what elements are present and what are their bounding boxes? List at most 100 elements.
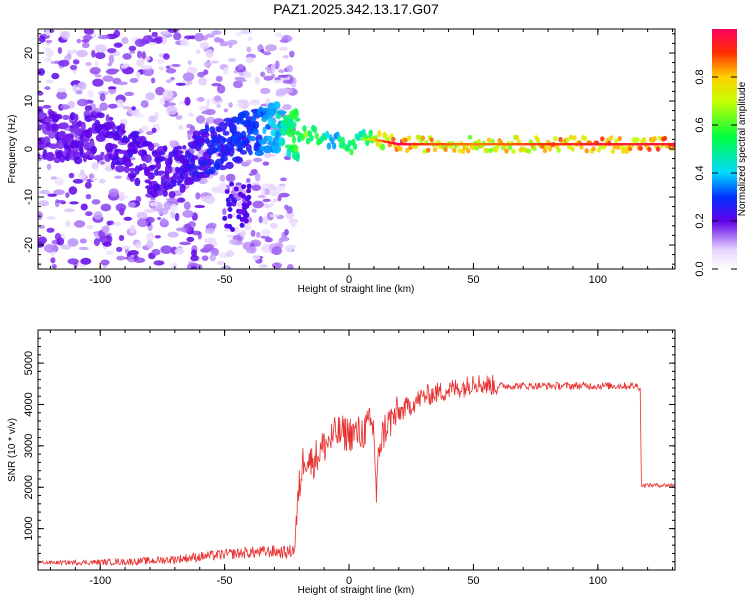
spectrogram-noise-blob (154, 111, 159, 121)
spectrogram-noise-blob (240, 29, 253, 35)
spectrogram-noise-blob (43, 47, 50, 51)
spectrogram-ridge-cell (527, 148, 532, 154)
spectrogram-noise-blob (113, 221, 122, 227)
spectrogram-ridge-cell (514, 134, 520, 140)
spectrogram-noise-blob (91, 199, 101, 205)
spectrogram-noise-blob (108, 188, 120, 197)
spectrogram-noise-blob (216, 260, 225, 266)
spectrogram-noise-blob (260, 71, 266, 78)
spectrogram-noise-blob (122, 53, 132, 60)
spectrogram-ridge-cell (200, 131, 210, 138)
spectrogram-noise-blob (94, 51, 106, 60)
spectrogram-ridge-cell (248, 135, 257, 142)
spectrogram-noise-blob (85, 211, 93, 217)
spectrogram-ridge-cell (73, 127, 83, 136)
spectrogram-ridge-cell (582, 135, 588, 141)
spectrogram-noise-blob (134, 38, 146, 47)
spectrogram-ridge-cell (377, 130, 382, 138)
spectrogram-noise-blob (69, 64, 78, 71)
spectrogram-ridge-cell (55, 113, 63, 120)
spectrogram-noise-blob (170, 262, 178, 269)
spectrogram-noise-blob (47, 193, 57, 197)
spectrogram-noise-blob (116, 246, 123, 252)
spectrogram-ridge-cell (547, 146, 553, 152)
spectrogram-noise-blob (113, 29, 121, 38)
spectrogram-lobe-cell (227, 213, 233, 219)
spectrogram-noise-blob (93, 238, 100, 247)
spectrogram-noise-blob (190, 266, 197, 269)
spectrogram-noise-blob (38, 200, 50, 207)
spectrogram-noise-blob (85, 194, 92, 200)
spectrogram-noise-blob (191, 230, 201, 236)
spectrogram-ridge-cell (123, 162, 134, 167)
spectrogram-ridge-cell (272, 144, 282, 154)
spectrogram-noise-blob (50, 257, 56, 264)
spectrogram-noise-blob (136, 211, 148, 220)
spectrogram-noise-blob (167, 231, 179, 238)
spectrogram-lobe-cell (239, 217, 245, 222)
spectrogram-ytick-label: -20 (23, 237, 35, 253)
spectrogram-ridge-cell (225, 161, 234, 170)
spectrogram-noise-blob (44, 86, 51, 90)
spectrogram-lobe-cell (233, 186, 239, 192)
spectrogram-ridge-cell (141, 150, 147, 155)
spectrogram-noise-blob (127, 250, 139, 256)
spectrogram-noise-blob (204, 227, 215, 235)
spectrogram-ridge-cell (100, 151, 105, 157)
spectrogram-noise-blob (129, 167, 136, 173)
spectrogram-ridge-cell (657, 135, 662, 141)
spectrogram-noise-blob (176, 197, 186, 203)
spectrogram-noise-blob (277, 195, 282, 202)
spectrogram-ridge-cell (215, 135, 226, 145)
spectrogram-ridge-cell (157, 156, 166, 162)
spectrogram-ridge-cell (164, 164, 173, 174)
spectrogram-noise-blob (205, 116, 216, 124)
spectrogram-noise-blob (251, 208, 257, 213)
spectrogram-noise-blob (108, 220, 114, 226)
spectrogram-ridge-cell (467, 134, 473, 140)
spectrogram-ridge-cell (486, 137, 492, 143)
spectrogram-ridge-cell (182, 145, 187, 150)
spectrogram-noise-blob (65, 192, 70, 198)
spectrogram-noise-blob (130, 157, 136, 161)
spectrogram-noise-blob (93, 211, 103, 220)
spectrogram-ridge-cell (615, 144, 621, 150)
spectrogram-ridge-cell (120, 129, 127, 134)
spectrogram-ridge-cell (619, 144, 624, 150)
spectrogram-ridge-cell (352, 143, 358, 150)
spectrogram-noise-blob (116, 81, 128, 86)
spectrogram-noise-blob (142, 67, 154, 77)
snr-xtick-label: 0 (346, 575, 352, 587)
spectrogram-noise-blob (245, 56, 254, 64)
spectrogram-ridge-cell (208, 166, 216, 175)
spectrogram-noise-blob (74, 220, 86, 228)
spectrogram-noise-blob (131, 106, 136, 111)
spectrogram-noise-blob (270, 201, 275, 207)
spectrogram-noise-blob (155, 86, 165, 96)
spectrogram-ridge-cell (48, 131, 56, 139)
spectrogram-ridge-cell (406, 135, 412, 141)
spectrogram-noise-blob (58, 59, 70, 67)
spectrogram-noise-blob (101, 225, 110, 233)
spectrogram-noise-blob (82, 42, 90, 49)
spectrogram-noise-blob (174, 247, 185, 255)
spectrogram-heatmap (38, 29, 675, 269)
spectrogram-ridge-cell (300, 133, 305, 141)
spectrogram-xtick-label: -100 (89, 274, 111, 286)
spectrogram-noise-blob (80, 169, 85, 176)
spectrogram-noise-blob (68, 172, 75, 179)
spectrogram-noise-blob (107, 48, 117, 54)
spectrogram-ridge-cell (174, 150, 184, 155)
spectrogram-lobe-cell (238, 191, 243, 197)
spectrogram-noise-blob (223, 108, 229, 113)
colorbar-tick-label: 0.2 (694, 213, 706, 228)
spectrogram-noise-blob (107, 62, 112, 67)
spectrogram-ridge-cell (72, 147, 81, 152)
spectrogram-noise-blob (53, 189, 65, 196)
spectrogram-noise-blob (163, 53, 170, 60)
spectrogram-ridge-cell (488, 147, 494, 154)
spectrogram-noise-blob (211, 60, 219, 64)
spectrogram-ridge-cell (568, 134, 574, 140)
spectrogram-ridge-cell (278, 139, 285, 147)
spectrogram-noise-blob (174, 212, 180, 222)
